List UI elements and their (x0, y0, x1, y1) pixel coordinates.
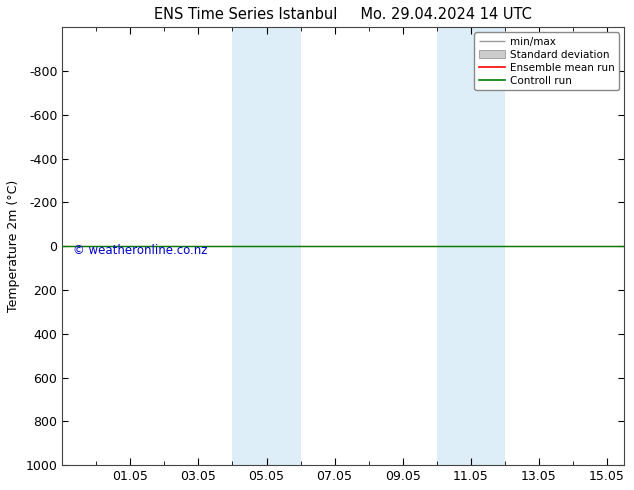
Bar (437, 27, 471, 465)
Title: ENS Time Series Istanbul     Mo. 29.04.2024 14 UTC: ENS Time Series Istanbul Mo. 29.04.2024 … (154, 7, 532, 22)
Bar (266, 27, 301, 465)
Legend: min/max, Standard deviation, Ensemble mean run, Controll run: min/max, Standard deviation, Ensemble me… (474, 32, 619, 90)
Y-axis label: Temperature 2m (°C): Temperature 2m (°C) (7, 180, 20, 312)
Bar (233, 27, 266, 465)
Bar (471, 27, 505, 465)
Text: © weatheronline.co.nz: © weatheronline.co.nz (74, 244, 208, 257)
